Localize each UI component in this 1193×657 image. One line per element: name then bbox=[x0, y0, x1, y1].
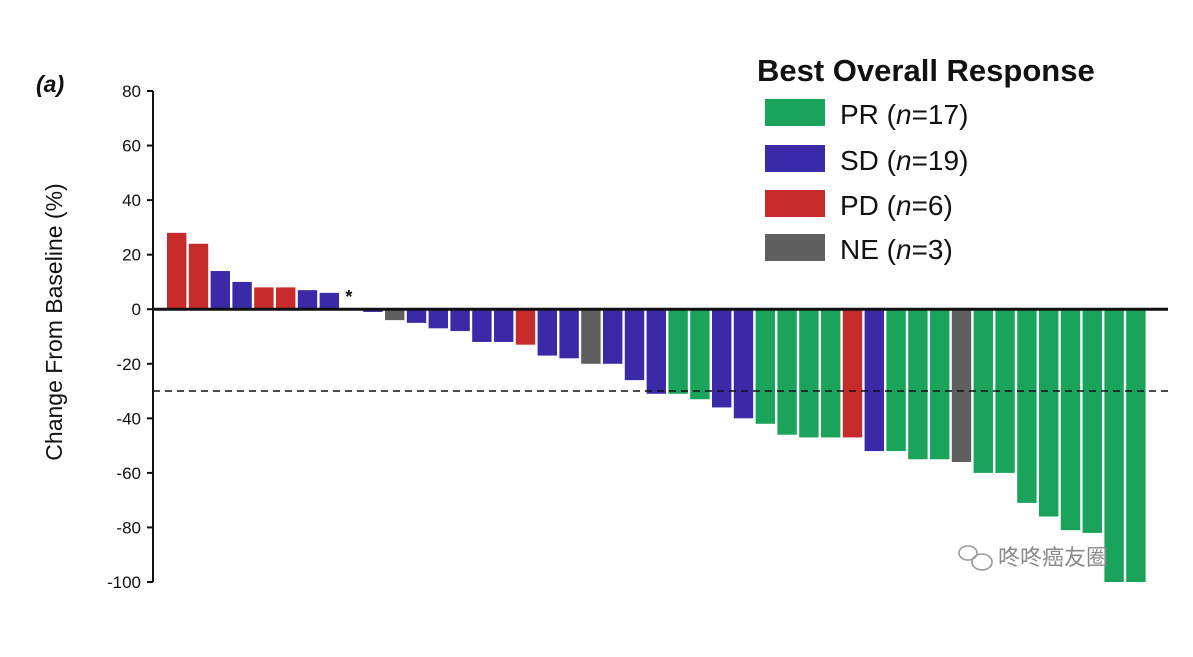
bar-sd bbox=[603, 309, 623, 364]
legend-label-pr-suffix: =17) bbox=[912, 99, 969, 130]
bar-pr bbox=[1060, 309, 1081, 531]
bar-pr bbox=[908, 309, 928, 460]
legend-label-pr: PR (n=17) bbox=[840, 99, 968, 130]
bar-pd bbox=[254, 287, 274, 310]
legend-label-pd-suffix: =6) bbox=[912, 190, 953, 221]
legend-label-ne-suffix: =3) bbox=[912, 234, 953, 265]
bar-ne bbox=[951, 309, 972, 462]
legend-label-ne-n: n bbox=[896, 234, 912, 265]
bars-group bbox=[167, 232, 1146, 582]
bar-sd bbox=[450, 309, 470, 332]
y-tick-label: 40 bbox=[122, 191, 141, 210]
legend-label-pd-n: n bbox=[896, 190, 912, 221]
bar-sd bbox=[428, 309, 448, 329]
bar-pr bbox=[1104, 309, 1124, 582]
star-annotation: * bbox=[345, 287, 352, 307]
bar-pr bbox=[1039, 309, 1059, 517]
y-tick-label: 0 bbox=[132, 300, 141, 319]
bar-pr bbox=[668, 309, 688, 394]
y-tick-label: 60 bbox=[122, 137, 141, 156]
legend-swatch-pd bbox=[765, 190, 825, 217]
legend: Best Overall Response PR (n=17) SD (n=19… bbox=[757, 53, 1095, 265]
y-tick-label: 80 bbox=[122, 82, 141, 101]
bar-sd bbox=[624, 309, 645, 381]
bar-pd bbox=[188, 243, 209, 310]
bar-pr bbox=[1082, 309, 1102, 533]
watermark-text: 咚咚癌友圈 bbox=[998, 546, 1108, 571]
bar-ne bbox=[385, 309, 405, 321]
bar-pd bbox=[842, 309, 863, 438]
bar-sd bbox=[297, 290, 318, 310]
y-tick-label: -20 bbox=[116, 355, 141, 374]
y-tick-label: -40 bbox=[116, 409, 141, 428]
bar-sd bbox=[712, 309, 732, 408]
panel-label: (a) bbox=[36, 71, 64, 97]
legend-label-ne: NE (n=3) bbox=[840, 234, 953, 265]
legend-label-pd-prefix: PD ( bbox=[840, 190, 897, 221]
y-tick-label: -80 bbox=[116, 518, 141, 537]
bar-pr bbox=[755, 309, 775, 424]
legend-label-ne-prefix: NE ( bbox=[840, 234, 897, 265]
bar-pd bbox=[515, 309, 536, 345]
y-axis-ticks: 80 60 40 20 0 -20 -40 -60 -80 -100 bbox=[107, 82, 153, 592]
y-tick-label: 20 bbox=[122, 246, 141, 265]
legend-label-pr-prefix: PR ( bbox=[840, 99, 897, 130]
bar-sd bbox=[537, 309, 557, 356]
legend-swatch-sd bbox=[765, 145, 825, 172]
legend-label-pr-n: n bbox=[896, 99, 912, 130]
legend-label-sd-prefix: SD ( bbox=[840, 145, 897, 176]
bar-sd bbox=[472, 309, 492, 342]
bar-pr bbox=[821, 309, 841, 438]
bar-pd bbox=[167, 232, 187, 310]
bar-sd bbox=[319, 292, 339, 310]
bar-sd bbox=[232, 281, 252, 310]
bar-pd bbox=[276, 287, 296, 310]
bar-pr bbox=[886, 309, 906, 452]
bar-sd bbox=[864, 309, 884, 452]
bar-pr bbox=[777, 309, 797, 435]
bar-pr bbox=[799, 309, 819, 438]
legend-label-sd-n: n bbox=[896, 145, 912, 176]
bar-sd bbox=[210, 271, 230, 310]
bar-ne bbox=[581, 309, 601, 364]
bar-pr bbox=[1126, 309, 1146, 582]
bar-sd bbox=[646, 309, 666, 394]
legend-label-pd: PD (n=6) bbox=[840, 190, 953, 221]
legend-label-sd-suffix: =19) bbox=[912, 145, 969, 176]
y-tick-label: -60 bbox=[116, 464, 141, 483]
bar-pr bbox=[930, 309, 950, 460]
bar-sd bbox=[406, 309, 427, 323]
watermark: 咚咚癌友圈 bbox=[958, 545, 1108, 571]
bar-sd bbox=[494, 309, 514, 342]
bar-sd bbox=[733, 309, 754, 419]
wechat-icon bbox=[958, 545, 993, 571]
legend-swatch-pr bbox=[765, 99, 825, 126]
bar-pr bbox=[1017, 309, 1037, 503]
legend-label-sd: SD (n=19) bbox=[840, 145, 968, 176]
legend-title: Best Overall Response bbox=[757, 53, 1095, 88]
legend-swatch-ne bbox=[765, 234, 825, 261]
y-tick-label: -100 bbox=[107, 573, 141, 592]
bar-sd bbox=[559, 309, 579, 359]
bar-pr bbox=[690, 309, 710, 400]
y-axis-title: Change From Baseline (%) bbox=[41, 183, 67, 460]
